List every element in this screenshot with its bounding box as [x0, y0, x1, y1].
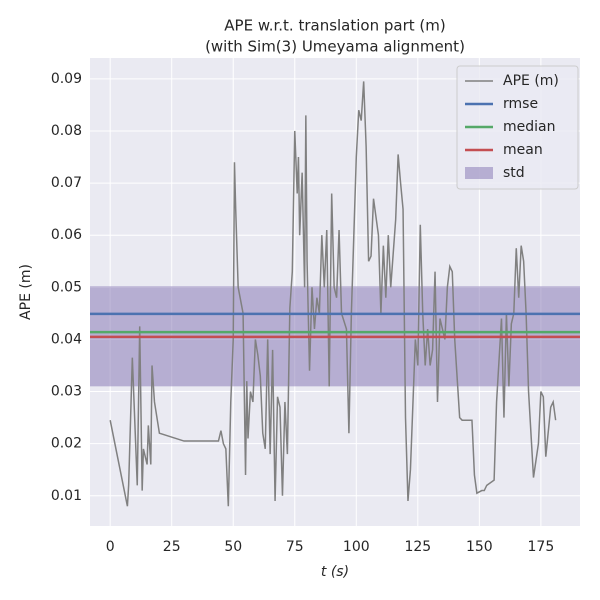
x-axis-label: t (s): [321, 564, 349, 580]
legend-label: rmse: [503, 96, 538, 112]
chart-subtitle: (with Sim(3) Umeyama alignment): [205, 38, 465, 56]
legend-box: [456, 65, 579, 190]
y-tick-label: 0.06: [51, 227, 82, 243]
legend-label: median: [503, 119, 555, 135]
ape-line: [109, 81, 557, 507]
x-tick-label: 25: [163, 539, 181, 555]
x-tick-label: 125: [404, 539, 431, 555]
legend-label: APE (m): [503, 73, 559, 89]
x-tick-label: 150: [466, 539, 493, 555]
y-tick-label: 0.01: [51, 488, 82, 504]
y-tick-label: 0.05: [51, 279, 82, 295]
x-tick-label: 100: [343, 539, 370, 555]
y-tick-label: 0.07: [51, 175, 82, 191]
legend: APE (m) rmse median mean std: [456, 65, 579, 190]
legend-label: std: [503, 165, 525, 181]
legend-label: mean: [503, 142, 543, 158]
y-axis-label: APE (m): [18, 264, 34, 320]
legend-handle: [465, 167, 493, 179]
x-tick-label: 50: [224, 539, 242, 555]
y-tick-label: 0.09: [51, 71, 82, 87]
y-tick-label: 0.02: [51, 436, 82, 452]
y-tick-label: 0.08: [51, 123, 82, 139]
x-tick-label: 0: [106, 539, 115, 555]
x-tick-label: 175: [528, 539, 555, 555]
chart-title: APE w.r.t. translation part (m): [224, 17, 445, 35]
x-tick-label: 75: [286, 539, 304, 555]
y-tick-label: 0.04: [51, 331, 82, 347]
y-tick-label: 0.03: [51, 384, 82, 400]
